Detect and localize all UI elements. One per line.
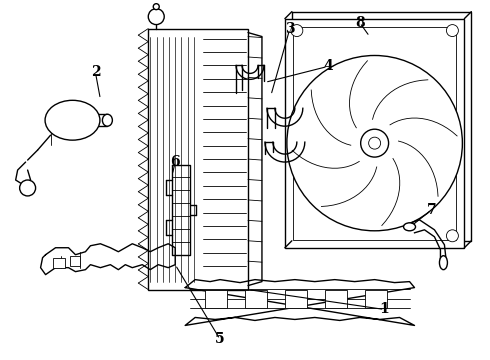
Circle shape bbox=[361, 129, 389, 157]
Circle shape bbox=[368, 137, 381, 149]
Circle shape bbox=[287, 55, 463, 231]
Bar bbox=[245, 289, 267, 307]
Bar bbox=[285, 289, 307, 307]
Circle shape bbox=[148, 9, 164, 24]
Ellipse shape bbox=[404, 223, 416, 231]
Circle shape bbox=[446, 230, 458, 242]
Circle shape bbox=[291, 24, 303, 37]
Text: 1: 1 bbox=[380, 302, 390, 316]
Ellipse shape bbox=[102, 114, 112, 126]
Bar bbox=[293, 27, 456, 240]
Text: 8: 8 bbox=[355, 15, 365, 30]
Bar bbox=[325, 289, 347, 307]
Ellipse shape bbox=[440, 256, 447, 270]
Bar bbox=[285, 19, 465, 248]
Text: 5: 5 bbox=[215, 332, 225, 346]
Bar bbox=[52, 258, 65, 268]
Bar bbox=[365, 289, 387, 307]
Ellipse shape bbox=[45, 100, 100, 140]
Bar bbox=[205, 289, 227, 307]
Bar bbox=[71, 256, 80, 266]
Text: 3: 3 bbox=[285, 22, 294, 36]
Text: 2: 2 bbox=[91, 66, 100, 80]
Text: 6: 6 bbox=[171, 155, 180, 169]
Bar bbox=[148, 28, 248, 289]
Text: 4: 4 bbox=[323, 59, 333, 73]
Circle shape bbox=[446, 24, 458, 37]
Circle shape bbox=[153, 4, 159, 10]
Text: 7: 7 bbox=[427, 203, 436, 217]
Circle shape bbox=[20, 180, 36, 196]
